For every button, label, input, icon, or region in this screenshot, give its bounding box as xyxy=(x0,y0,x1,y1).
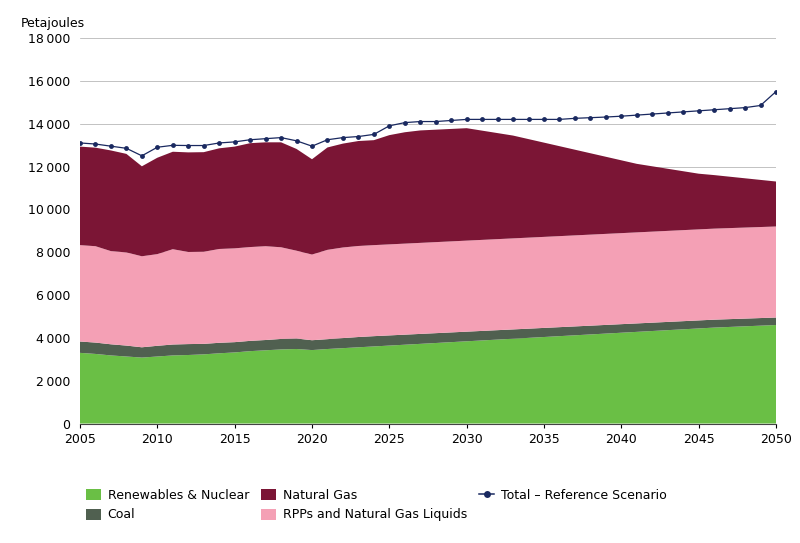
Text: Petajoules: Petajoules xyxy=(21,17,85,30)
Legend: Renewables & Nuclear, Coal, Natural Gas, RPPs and Natural Gas Liquids, Total – R: Renewables & Nuclear, Coal, Natural Gas,… xyxy=(86,489,666,521)
